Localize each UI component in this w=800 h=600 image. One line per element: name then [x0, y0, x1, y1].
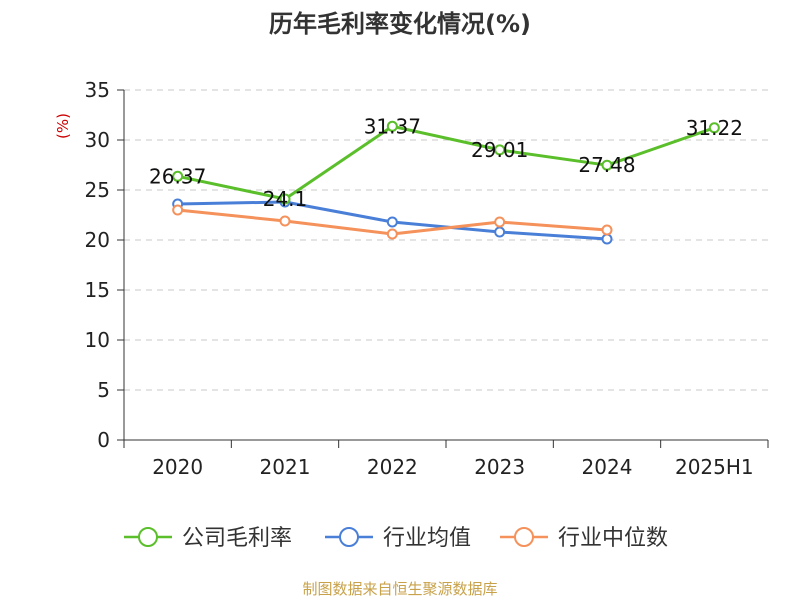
y-axis-label: (%) [54, 113, 72, 139]
source-note: 制图数据来自恒生聚源数据库 [302, 580, 497, 598]
y-tick-label: 25 [85, 178, 110, 202]
legend-item[interactable]: 行业中位数 [500, 526, 668, 551]
data-point[interactable] [494, 226, 506, 238]
series-layer [172, 120, 720, 245]
chart-title: 历年毛利率变化情况(%) [269, 10, 531, 38]
legend-label: 行业中位数 [558, 526, 668, 551]
data-point[interactable] [386, 228, 398, 240]
series-line [177, 124, 715, 201]
data-label: 31.37 [364, 114, 421, 138]
x-tick-label: 2022 [367, 455, 418, 479]
y-tick-label: 5 [97, 378, 110, 402]
grid-lines [124, 89, 768, 391]
data-label: 26.37 [149, 164, 206, 188]
legend-marker [514, 527, 534, 547]
x-tick-label: 2021 [260, 455, 311, 479]
data-point[interactable] [172, 170, 184, 182]
data-point[interactable] [279, 215, 291, 227]
legend[interactable]: 公司毛利率 行业均值 行业中位数 [124, 526, 668, 551]
x-tick-label: 2025H1 [675, 455, 754, 479]
data-labels: 26.37 24.1 31.37 29.01 27.48 31.22 [149, 114, 743, 211]
y-tick-label: 20 [85, 228, 110, 252]
data-label: 24.1 [263, 187, 308, 211]
data-label: 29.01 [471, 138, 528, 162]
data-point[interactable] [386, 216, 398, 228]
y-tick-label: 10 [85, 328, 110, 352]
data-label: 27.48 [578, 153, 635, 177]
y-tick-label: 35 [85, 78, 110, 102]
data-point[interactable] [494, 144, 506, 156]
legend-item[interactable]: 公司毛利率 [124, 526, 292, 551]
data-point[interactable] [601, 224, 613, 236]
legend-marker [138, 527, 158, 547]
x-tick-label: 2020 [152, 455, 203, 479]
y-tick-label: 30 [85, 128, 110, 152]
x-tick-label: 2024 [582, 455, 633, 479]
legend-label: 公司毛利率 [182, 526, 292, 551]
data-point[interactable] [172, 204, 184, 216]
legend-item[interactable]: 行业均值 [325, 526, 471, 551]
data-point[interactable] [494, 216, 506, 228]
y-tick-label: 15 [85, 278, 110, 302]
data-label: 31.22 [686, 116, 743, 140]
data-point[interactable] [279, 193, 291, 205]
legend-marker [339, 527, 359, 547]
data-point[interactable] [601, 233, 613, 245]
data-point[interactable] [708, 122, 720, 134]
y-tick-label: 0 [97, 428, 110, 452]
legend-label: 行业均值 [383, 526, 471, 551]
x-tick-label: 2023 [474, 455, 525, 479]
data-point[interactable] [386, 120, 398, 132]
axes: 0 5 10 15 20 25 30 35 2020 2021 2022 2023 2024 2025H1 [85, 78, 769, 479]
data-point[interactable] [601, 159, 613, 171]
